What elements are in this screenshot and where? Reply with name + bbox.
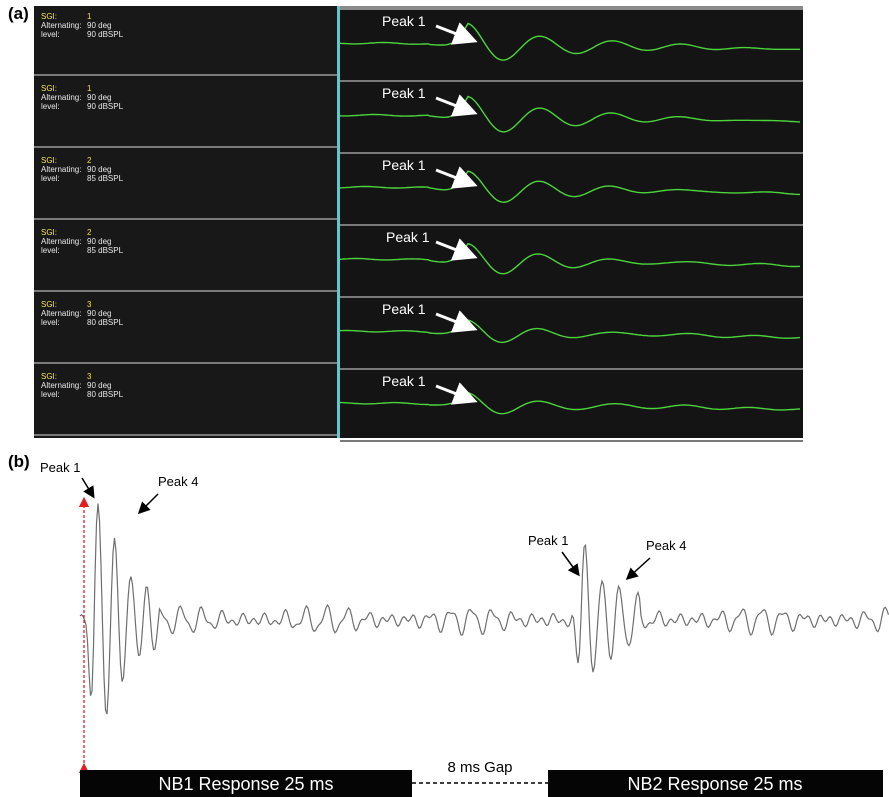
peak1-label: Peak 1 bbox=[382, 157, 426, 173]
sgi-label: SGI: bbox=[41, 372, 58, 381]
sgi-label: SGI: bbox=[41, 156, 58, 165]
abr-trace bbox=[340, 22, 800, 61]
sgi-label: SGI: bbox=[41, 228, 58, 237]
waveform-traces: Peak 1 Peak 1 Peak 1 Peak 1 Peak 1 Peak 1 bbox=[340, 13, 803, 442]
peak1-arrow bbox=[435, 94, 478, 117]
level-value: 80 dBSPL bbox=[87, 390, 124, 399]
recording-info-row: SGI: 1 Alternating: 90 deg level: 90 dBSPL bbox=[34, 6, 337, 76]
peak1-arrow bbox=[435, 238, 478, 261]
level-label: level: bbox=[41, 30, 60, 39]
alternating-label: Alternating: bbox=[41, 93, 82, 102]
peak1-arrow bbox=[435, 310, 478, 333]
sgi-value: 3 bbox=[87, 372, 92, 381]
sgi-value: 1 bbox=[87, 84, 92, 93]
alternating-value: 90 deg bbox=[87, 237, 112, 246]
sgi-label: SGI: bbox=[41, 12, 58, 21]
alternating-value: 90 deg bbox=[87, 381, 112, 390]
sgi-value: 2 bbox=[87, 156, 92, 165]
recording-info-row: SGI: 2 Alternating: 90 deg level: 85 dBSPL bbox=[34, 150, 337, 220]
recording-info-column: SGI: 1 Alternating: 90 deg level: 90 dBSPL SGI… bbox=[34, 6, 340, 438]
alternating-value: 90 deg bbox=[87, 21, 112, 30]
sgi-value: 3 bbox=[87, 300, 92, 309]
peak1-arrow bbox=[435, 22, 478, 45]
alternating-label: Alternating: bbox=[41, 165, 82, 174]
level-value: 90 dBSPL bbox=[87, 30, 124, 39]
alternating-value: 90 deg bbox=[87, 165, 112, 174]
peak1-arrow bbox=[435, 166, 478, 189]
peak1-label: Peak 1 bbox=[382, 301, 426, 317]
level-label: level: bbox=[41, 246, 60, 255]
nb2-response-label: NB2 Response 25 ms bbox=[627, 774, 802, 794]
peak1-arrow bbox=[435, 382, 478, 405]
alternating-label: Alternating: bbox=[41, 21, 82, 30]
level-value: 85 dBSPL bbox=[87, 174, 124, 183]
nb2-peak4-arrow bbox=[625, 557, 651, 581]
nb2-peak4-label: Peak 4 bbox=[646, 538, 686, 553]
alternating-label: Alternating: bbox=[41, 381, 82, 390]
double-burst-waveform-figure: Peak 1 Peak 4 Peak 1 Peak 4 NB1 Response… bbox=[40, 460, 889, 797]
response-waveform bbox=[79, 503, 889, 715]
nb1-peak1-label: Peak 1 bbox=[40, 460, 80, 475]
sgi-label: SGI: bbox=[41, 300, 58, 309]
alternating-label: Alternating: bbox=[41, 309, 82, 318]
peak1-label: Peak 1 bbox=[382, 13, 426, 29]
abr-trace bbox=[340, 170, 800, 203]
level-label: level: bbox=[41, 318, 60, 327]
level-label: level: bbox=[41, 102, 60, 111]
abr-trace bbox=[340, 391, 801, 415]
sgi-value: 1 bbox=[87, 12, 92, 21]
recording-info-row: SGI: 2 Alternating: 90 deg level: 85 dBSPL bbox=[34, 222, 337, 292]
nb1-response-bar bbox=[80, 770, 412, 797]
level-value: 85 dBSPL bbox=[87, 246, 124, 255]
panel-a-label: (a) bbox=[8, 4, 29, 23]
recording-info-row: SGI: 3 Alternating: 90 deg level: 80 dBSPL bbox=[34, 366, 337, 436]
level-value: 80 dBSPL bbox=[87, 318, 124, 327]
peak1-label: Peak 1 bbox=[382, 373, 426, 389]
recording-info-row: SGI: 1 Alternating: 90 deg level: 90 dBSPL bbox=[34, 78, 337, 148]
abr-recording-panel: SGI: 1 Alternating: 90 deg level: 90 dBSPL SGI… bbox=[34, 6, 803, 442]
gap-label: 8 ms Gap bbox=[447, 759, 512, 776]
peak1-label: Peak 1 bbox=[382, 85, 426, 101]
nb2-peak1-label: Peak 1 bbox=[528, 533, 568, 548]
nb1-peak4-arrow bbox=[137, 493, 159, 515]
level-label: level: bbox=[41, 174, 60, 183]
alternating-value: 90 deg bbox=[87, 309, 112, 318]
level-value: 90 dBSPL bbox=[87, 102, 124, 111]
alternating-label: Alternating: bbox=[41, 237, 82, 246]
recording-info-row: SGI: 3 Alternating: 90 deg level: 80 dBSPL bbox=[34, 294, 337, 364]
sgi-label: SGI: bbox=[41, 84, 58, 93]
peak1-label: Peak 1 bbox=[386, 229, 430, 245]
panel-b-label: (b) bbox=[8, 452, 30, 471]
sgi-value: 2 bbox=[87, 228, 92, 237]
waveform-trace-column: Peak 1 Peak 1 Peak 1 Peak 1 Peak 1 Peak 1 bbox=[340, 6, 803, 442]
nb2-peak1-arrow bbox=[561, 551, 580, 577]
alternating-value: 90 deg bbox=[87, 93, 112, 102]
abr-trace bbox=[340, 95, 800, 133]
nb1-peak4-label: Peak 4 bbox=[158, 474, 198, 489]
abr-trace bbox=[340, 242, 801, 275]
nb1-response-label: NB1 Response 25 ms bbox=[158, 774, 333, 794]
nb1-peak1-arrow bbox=[81, 477, 95, 499]
abr-trace bbox=[340, 319, 801, 344]
level-label: level: bbox=[41, 390, 60, 399]
nb2-response-bar bbox=[548, 770, 883, 797]
